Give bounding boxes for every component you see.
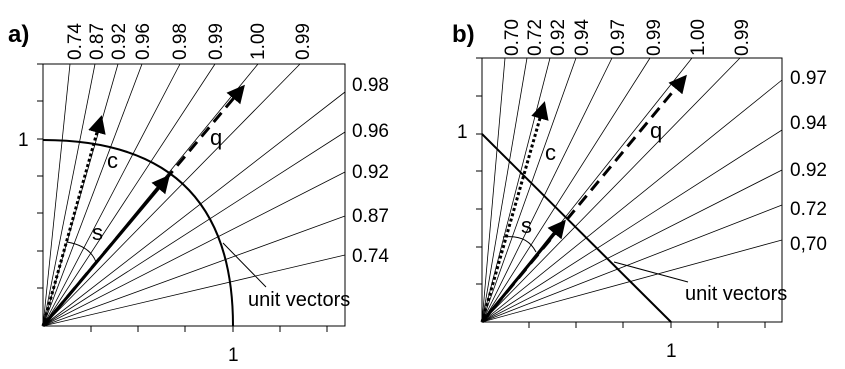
panel-a: a) <box>8 21 389 366</box>
panel-b-unit-line <box>481 133 672 323</box>
panel-b-top-label: 0.72 <box>525 19 546 56</box>
panel-b-right-label: 0,70 <box>790 234 827 255</box>
panel-b-y-one: 1 <box>457 122 468 143</box>
panel-b: b) <box>452 19 827 362</box>
panel-a-unit-vectors-pointer <box>222 242 267 288</box>
panel-a-bottom-ticks <box>90 326 328 332</box>
panel-a-angle-arc <box>66 241 97 263</box>
panel-a-top-label: 0.96 <box>133 23 154 60</box>
panel-b-right-label: 0.92 <box>790 160 827 181</box>
panel-a-frame <box>42 63 346 327</box>
panel-a-top-label: 0.87 <box>87 23 108 60</box>
panel-b-right-label: 0.94 <box>790 113 827 134</box>
panel-b-top-label: 0.92 <box>548 19 569 56</box>
panel-b-top-label: 0.99 <box>644 19 665 56</box>
panel-b-top-label: 0.94 <box>572 19 593 56</box>
panel-a-top-labels: 0.74 0.87 0.92 0.96 0.98 0.99 1.00 0.99 <box>65 23 314 60</box>
panel-b-top-label: 0.99 <box>732 19 753 56</box>
panel-a-top-label: 0.99 <box>293 23 314 60</box>
panel-a-unit-vectors-label: unit vectors <box>248 289 350 311</box>
panel-a-right-label: 0.87 <box>352 206 389 227</box>
panel-a-right-labels: 0.98 0.96 0.92 0.87 0.74 <box>352 75 389 267</box>
panel-a-label-q: q <box>210 125 222 150</box>
panel-a-top-label: 0.99 <box>206 23 227 60</box>
panel-b-bottom-ticks <box>528 322 766 328</box>
panel-a-left-ticks <box>37 63 43 289</box>
panel-a-label: a) <box>8 21 29 48</box>
panel-b-label-c: c <box>545 140 556 165</box>
panel-a-label-s: s <box>92 220 103 245</box>
panel-a-top-label: 0.92 <box>109 23 130 60</box>
panel-a-top-label: 0.74 <box>65 23 86 60</box>
panel-b-unit-vectors-label: unit vectors <box>685 283 787 305</box>
panel-a-y-one: 1 <box>18 130 29 151</box>
panel-b-unit-vectors-pointer <box>613 261 689 283</box>
panel-a-vector-c <box>41 115 106 327</box>
panel-b-label-q: q <box>650 118 662 143</box>
panel-b-x-one: 1 <box>666 341 677 362</box>
panel-b-right-labels: 0.97 0.94 0.92 0.72 0,70 <box>790 68 827 255</box>
panel-a-right-label: 0.92 <box>352 162 389 183</box>
panel-b-vector-c <box>480 101 549 323</box>
panel-b-top-label: 1.00 <box>688 19 709 56</box>
panel-a-unit-arc <box>42 139 234 327</box>
panel-b-left-ticks <box>476 57 482 285</box>
panel-a-vector-unit <box>41 174 170 327</box>
panel-b-right-label: 0.97 <box>790 68 827 89</box>
panel-a-right-label: 0.96 <box>352 121 389 142</box>
panel-a-top-label: 1.00 <box>248 23 269 60</box>
panel-a-right-label: 0.74 <box>352 246 389 267</box>
panel-b-top-label: 0.97 <box>608 19 629 56</box>
panel-a-x-one: 1 <box>228 345 239 366</box>
panel-b-right-label: 0.72 <box>790 199 827 220</box>
panel-b-vector-unit <box>480 219 566 323</box>
panel-a-right-label: 0.98 <box>352 75 389 96</box>
panel-b-top-labels: 0.70 0.72 0.92 0.94 0.97 0.99 1.00 0.99 <box>502 19 753 56</box>
panel-b-frame <box>481 57 783 323</box>
panel-b-angle-arc <box>502 236 537 253</box>
panel-a-top-label: 0.98 <box>170 23 191 60</box>
panel-b-label-s: s <box>521 213 532 238</box>
panel-b-top-label: 0.70 <box>502 19 523 56</box>
panel-b-vector-q <box>480 74 687 323</box>
panel-a-label-c: c <box>107 148 118 173</box>
panel-b-label: b) <box>452 21 475 48</box>
